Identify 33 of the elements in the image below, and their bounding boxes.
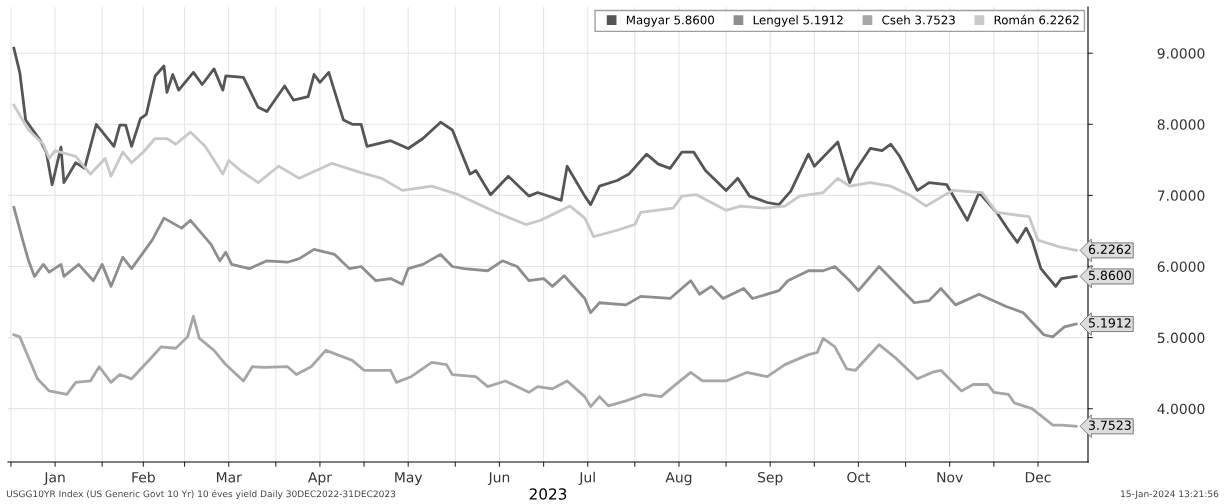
annotation: 5.8600 bbox=[1088, 270, 1131, 281]
legend-label: Román 6.2262 bbox=[994, 14, 1079, 25]
legend-label: Magyar 5.8600 bbox=[626, 15, 715, 27]
y-tick-label: 9.0000 bbox=[1157, 48, 1205, 59]
annotation: 6.2262 bbox=[1088, 244, 1131, 255]
legend-label: Lengyel 5.1912 bbox=[753, 15, 843, 27]
line-series bbox=[12, 103, 1078, 252]
annotation: 3.7523 bbox=[1088, 420, 1131, 430]
x-tick-label: Feb bbox=[132, 471, 155, 483]
x-tick-label: Jan bbox=[43, 472, 65, 486]
x-tick-label: Apr bbox=[308, 472, 332, 486]
x-tick-label: Jun bbox=[487, 472, 510, 486]
y-tick-label: 5.0000 bbox=[1157, 332, 1205, 344]
x-tick-label: Dec bbox=[1025, 472, 1051, 483]
x-axis-title: 2023 bbox=[529, 488, 567, 500]
y-tick-label: 4.0000 bbox=[1157, 403, 1205, 415]
y-tick-label: 7.0000 bbox=[1157, 190, 1205, 201]
x-tick-label: Mar bbox=[216, 472, 242, 483]
x-tick-label: Oct bbox=[847, 471, 871, 483]
x-tick-label: Nov bbox=[937, 472, 963, 483]
annotation: 5.1912 bbox=[1088, 318, 1131, 328]
line-series bbox=[12, 46, 1078, 288]
x-tick-label: May bbox=[395, 472, 423, 486]
line-series bbox=[12, 206, 1078, 339]
y-tick-label: 8.0000 bbox=[1157, 119, 1205, 130]
text: USGG10YR Index (US Generic Govt 10 Yr) 10 éves yield Daily 30DEC2022-31DEC2023 bbox=[6, 489, 396, 499]
line-series bbox=[12, 314, 1078, 428]
text: 15-Jan-2024 13:21:56 bbox=[1121, 490, 1219, 499]
x-tick-label: Aug bbox=[665, 472, 692, 486]
x-tick-label: Jul bbox=[578, 471, 595, 486]
x-tick-label: Sep bbox=[758, 471, 783, 486]
y-tick-label: 6.0000 bbox=[1157, 261, 1205, 272]
legend-label: Cseh 3.7523 bbox=[882, 15, 955, 25]
